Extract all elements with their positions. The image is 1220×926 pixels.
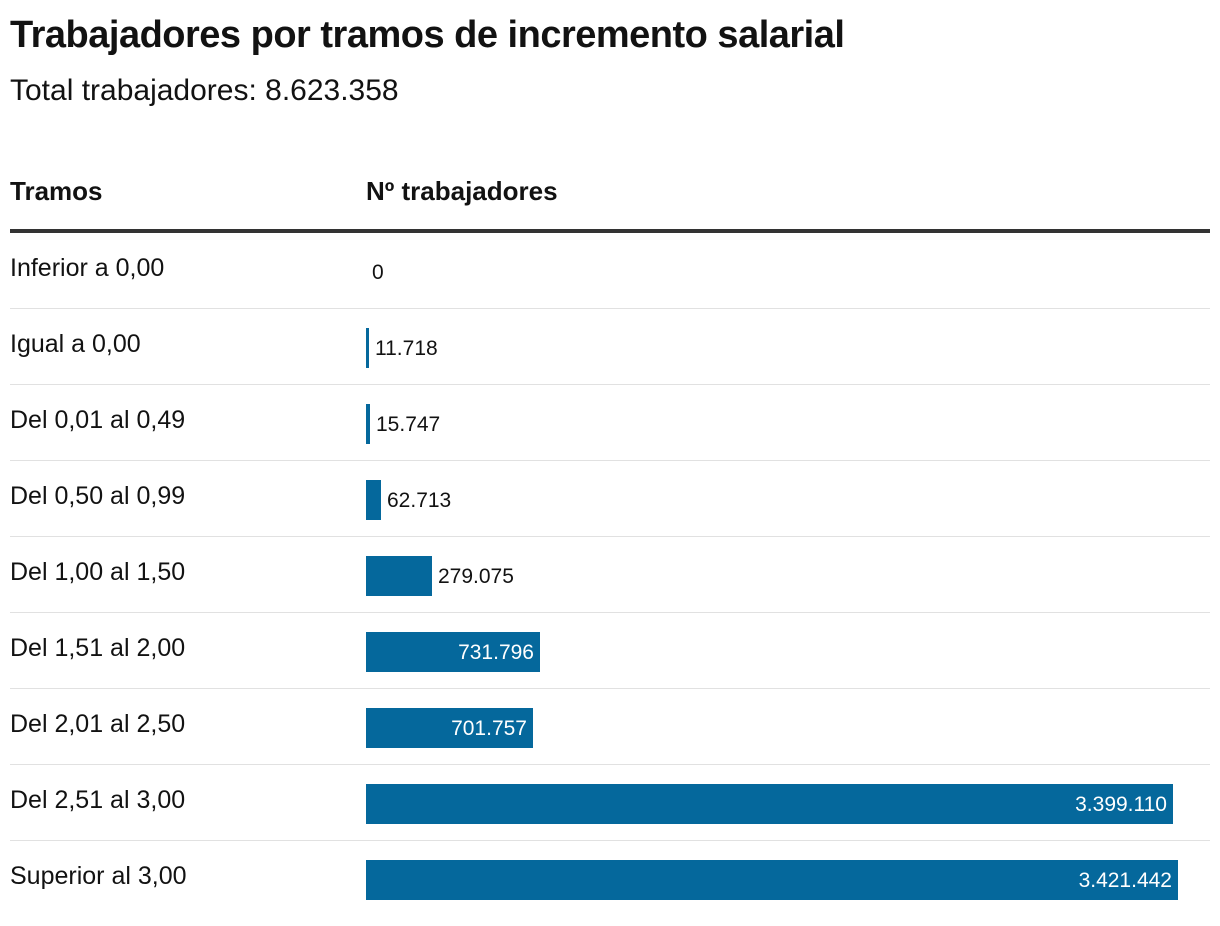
table-row: Superior al 3,00 3.421.442	[10, 841, 1210, 917]
bar-value-label: 11.718	[375, 337, 438, 360]
bar-table: Inferior a 0,00 0 Igual a 0,00 11.718 Del 0,…	[10, 233, 1210, 917]
bar-value-label: 279.075	[438, 565, 514, 588]
bar-value-label: 15.747	[376, 413, 441, 436]
bar	[366, 632, 540, 672]
table-row: Del 1,51 al 2,00 731.796	[10, 613, 1210, 689]
bar	[366, 860, 1178, 900]
bar-value-label: 0	[372, 261, 384, 284]
bar	[366, 784, 1173, 824]
column-header-tramos: Tramos	[10, 176, 103, 206]
table-row: Del 2,51 al 3,00 3.399.110	[10, 765, 1210, 841]
chart-subtitle: Total trabajadores: 8.623.358	[10, 74, 399, 107]
table-row: Igual a 0,00 11.718	[10, 309, 1210, 385]
row-label: Inferior a 0,00	[10, 254, 165, 282]
bar-value-label: 62.713	[387, 489, 452, 512]
row-label: Del 2,01 al 2,50	[10, 710, 186, 738]
chart-title: Trabajadores por tramos de incremento sa…	[10, 14, 845, 56]
bar	[366, 404, 370, 444]
row-label: Igual a 0,00	[10, 330, 141, 358]
bar-value-label: 3.399.110	[1075, 793, 1167, 816]
table-row: Inferior a 0,00 0	[10, 233, 1210, 309]
bar-value-label: 701.757	[451, 717, 527, 740]
row-label: Del 1,00 al 1,50	[10, 558, 186, 586]
row-label: Del 0,50 al 0,99	[10, 482, 186, 510]
column-header-trabajadores: Nº trabajadores	[366, 176, 558, 206]
table-row: Del 2,01 al 2,50 701.757	[10, 689, 1210, 765]
bar-value-label: 731.796	[458, 641, 534, 664]
row-label: Del 1,51 al 2,00	[10, 634, 186, 662]
header-divider	[10, 229, 1210, 233]
row-label: Del 0,01 al 0,49	[10, 406, 186, 434]
table-row: Del 0,01 al 0,49 15.747	[10, 385, 1210, 461]
bar	[366, 480, 381, 520]
table-row: Del 1,00 al 1,50 279.075	[10, 537, 1210, 613]
bar-value-label: 3.421.442	[1078, 869, 1172, 892]
table-row: Del 0,50 al 0,99 62.713	[10, 461, 1210, 537]
bar	[366, 556, 432, 596]
row-label: Del 2,51 al 3,00	[10, 786, 186, 814]
row-label: Superior al 3,00	[10, 862, 187, 890]
bar	[366, 328, 369, 368]
bar	[366, 708, 533, 748]
